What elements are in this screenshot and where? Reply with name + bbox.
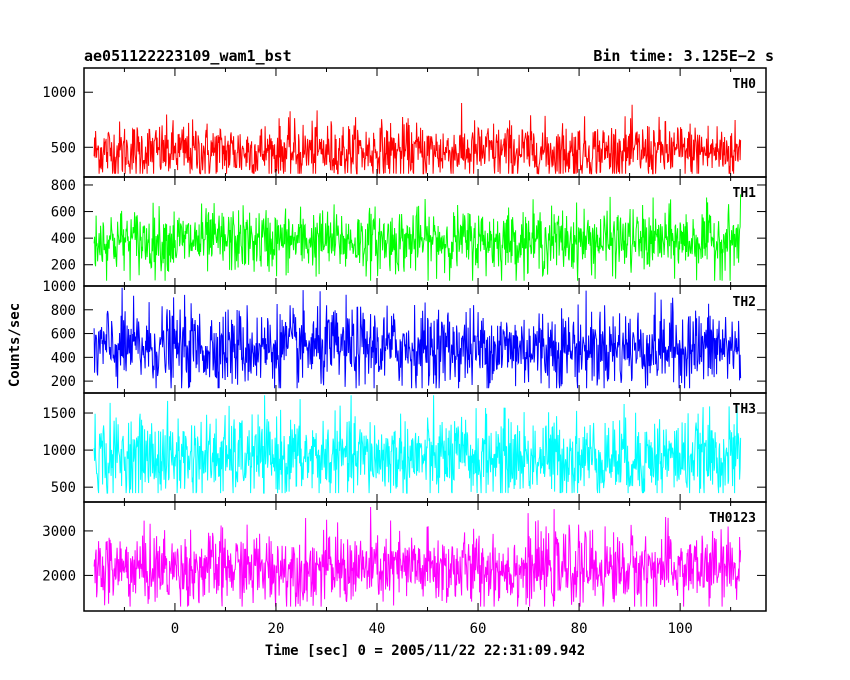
y-tick-label: 3000 <box>42 524 76 540</box>
y-tick-label: 1000 <box>42 279 76 295</box>
y-tick-label: 1000 <box>42 443 76 459</box>
y-tick-label: 400 <box>51 231 76 247</box>
x-tick-label: 20 <box>268 621 285 637</box>
y-tick-label: 500 <box>51 140 76 156</box>
panel-label-th1: TH1 <box>733 186 757 201</box>
panel-th3: 500 1000 1500 TH3 <box>42 392 767 503</box>
panel-frame <box>83 501 767 612</box>
panel-th0: 500 1000 TH0 <box>42 67 767 178</box>
panel-label-th3: TH3 <box>733 402 756 417</box>
panel-label-th0: TH0 <box>733 77 757 92</box>
y-tick-label: 600 <box>51 205 76 221</box>
y-tick-label: 200 <box>51 258 76 274</box>
y-tick-label: 2000 <box>42 568 76 584</box>
panel-th0123: 2000 3000 TH0123 0 20 40 60 80 100 <box>42 501 767 637</box>
y-tick-label: 600 <box>51 327 76 343</box>
chart-title: ae051122223109_wam1_bst <box>84 47 292 65</box>
y-axis-label: Counts/sec <box>7 303 23 387</box>
bin-time-label: Bin time: 3.125E−2 s <box>593 47 774 65</box>
panel-th2: 200 400 600 800 1000 TH2 <box>42 279 767 394</box>
panel-label-th0123: TH0123 <box>709 511 756 526</box>
x-axis-label: Time [sec] 0 = 2005/11/22 22:31:09.942 <box>265 643 585 659</box>
series-th0123 <box>93 506 742 607</box>
y-tick-label: 1000 <box>42 85 76 101</box>
x-tick-label: 80 <box>571 621 588 637</box>
x-tick-label: 100 <box>667 621 692 637</box>
panel-label-th2: TH2 <box>733 295 756 310</box>
x-tick-label: 40 <box>369 621 386 637</box>
panel-th1: 200 400 600 800 TH1 <box>51 176 767 287</box>
series-th0 <box>93 102 742 175</box>
x-tick-label: 0 <box>171 621 179 637</box>
series-th1 <box>93 194 742 281</box>
y-tick-label: 800 <box>51 178 76 194</box>
y-tick-label: 400 <box>51 350 76 366</box>
y-tick-label: 1500 <box>42 406 76 422</box>
y-tick-label: 800 <box>51 303 76 319</box>
series-th2 <box>93 287 742 389</box>
y-tick-label: 500 <box>51 480 76 496</box>
series-th3 <box>93 395 742 494</box>
x-tick-label: 60 <box>470 621 487 637</box>
y-tick-label: 200 <box>51 374 76 390</box>
